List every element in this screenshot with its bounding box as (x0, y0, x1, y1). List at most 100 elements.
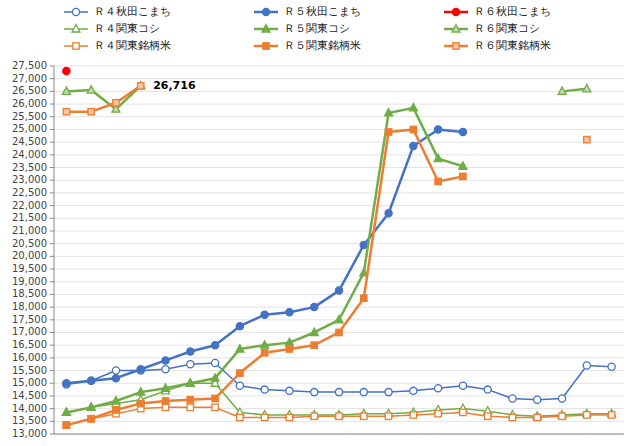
point (63, 422, 69, 428)
point (88, 377, 95, 384)
grid-line (54, 129, 624, 130)
series (63, 126, 466, 428)
point (459, 162, 467, 169)
grid-line (54, 243, 624, 244)
point (237, 370, 243, 376)
chart: 13,00013,50014,00014,50015,00015,50016,0… (0, 0, 640, 446)
point (584, 412, 590, 418)
legend-label: Ｒ５関東銘柄米 (284, 39, 361, 52)
legend-item: Ｒ５関東銘柄米 (254, 39, 361, 52)
tick (50, 332, 54, 333)
tick (50, 78, 54, 79)
tick (50, 167, 54, 168)
tick-label: 25,500 (12, 111, 47, 122)
legend-item: Ｒ５関東コシ (254, 22, 350, 35)
legend-item: Ｒ４関東銘柄米 (64, 39, 171, 52)
tick (50, 154, 54, 155)
tick-label: 16,000 (12, 352, 47, 363)
point (558, 395, 565, 402)
grid-line (54, 230, 624, 231)
point (138, 83, 144, 89)
point (385, 129, 391, 135)
grid-line (54, 167, 624, 168)
point (311, 413, 317, 419)
tick-label: 24,000 (12, 149, 47, 160)
series (62, 379, 615, 419)
tick (50, 66, 54, 67)
tick-label: 15,500 (12, 365, 47, 376)
series (63, 67, 70, 74)
tick (50, 218, 54, 219)
tick-label: 13,500 (12, 415, 47, 426)
point (286, 387, 293, 394)
grid-line (54, 307, 624, 308)
legend-marker (72, 25, 80, 32)
point (261, 311, 268, 318)
tick (50, 180, 54, 181)
point (409, 103, 417, 110)
grid-line (54, 192, 624, 193)
series (62, 81, 590, 112)
point (88, 416, 94, 422)
point (509, 414, 515, 420)
point (311, 304, 318, 311)
tick (50, 129, 54, 130)
grid-line (54, 218, 624, 219)
point (87, 86, 95, 93)
legend-label: Ｒ６関東コシ (474, 22, 540, 35)
line (66, 86, 586, 140)
legend-item: Ｒ４秋田こまち (64, 5, 171, 18)
grid-line (54, 434, 624, 435)
point (62, 408, 70, 415)
point (460, 173, 466, 179)
point (187, 397, 193, 403)
tick-label: 17,000 (12, 326, 47, 337)
legend-label: Ｒ５関東コシ (284, 22, 350, 35)
grid-line (54, 345, 624, 346)
legend-item: Ｒ４関東コシ (64, 22, 160, 35)
point (88, 377, 95, 384)
point (435, 410, 441, 416)
legend-marker (73, 43, 79, 49)
legend-marker (262, 8, 269, 15)
grid-line (54, 154, 624, 155)
point (459, 382, 466, 389)
point (434, 154, 442, 161)
point (236, 345, 244, 352)
legend-label: Ｒ４秋田こまち (94, 5, 171, 18)
legend-marker (72, 8, 79, 15)
point (459, 128, 466, 135)
point (361, 295, 367, 301)
tick (50, 294, 54, 295)
series (63, 83, 590, 143)
line (66, 363, 611, 400)
legend: Ｒ４秋田こまちＲ５秋田こまちＲ６秋田こまちＲ４関東コシＲ５関東コシＲ６関東コシＲ… (64, 5, 551, 52)
point (360, 389, 367, 396)
point (63, 422, 69, 428)
point (113, 407, 119, 413)
point (212, 395, 218, 401)
tick-label: 22,000 (12, 200, 47, 211)
tick-label: 23,500 (12, 162, 47, 173)
point (336, 329, 342, 335)
tick (50, 230, 54, 231)
tick (50, 256, 54, 257)
line (66, 129, 463, 425)
tick-label: 27,500 (12, 60, 47, 71)
point (87, 403, 95, 410)
tick-label: 20,000 (12, 250, 47, 261)
point (583, 362, 590, 369)
point (286, 309, 293, 316)
series (62, 103, 467, 415)
point (187, 348, 194, 355)
tick-label: 18,500 (12, 288, 47, 299)
point (385, 413, 391, 419)
point (385, 109, 393, 116)
point (584, 136, 590, 142)
point (285, 338, 293, 345)
legend-marker (452, 8, 459, 15)
point (311, 342, 317, 348)
point (63, 108, 69, 114)
line (66, 108, 463, 413)
grid-line (54, 78, 624, 79)
